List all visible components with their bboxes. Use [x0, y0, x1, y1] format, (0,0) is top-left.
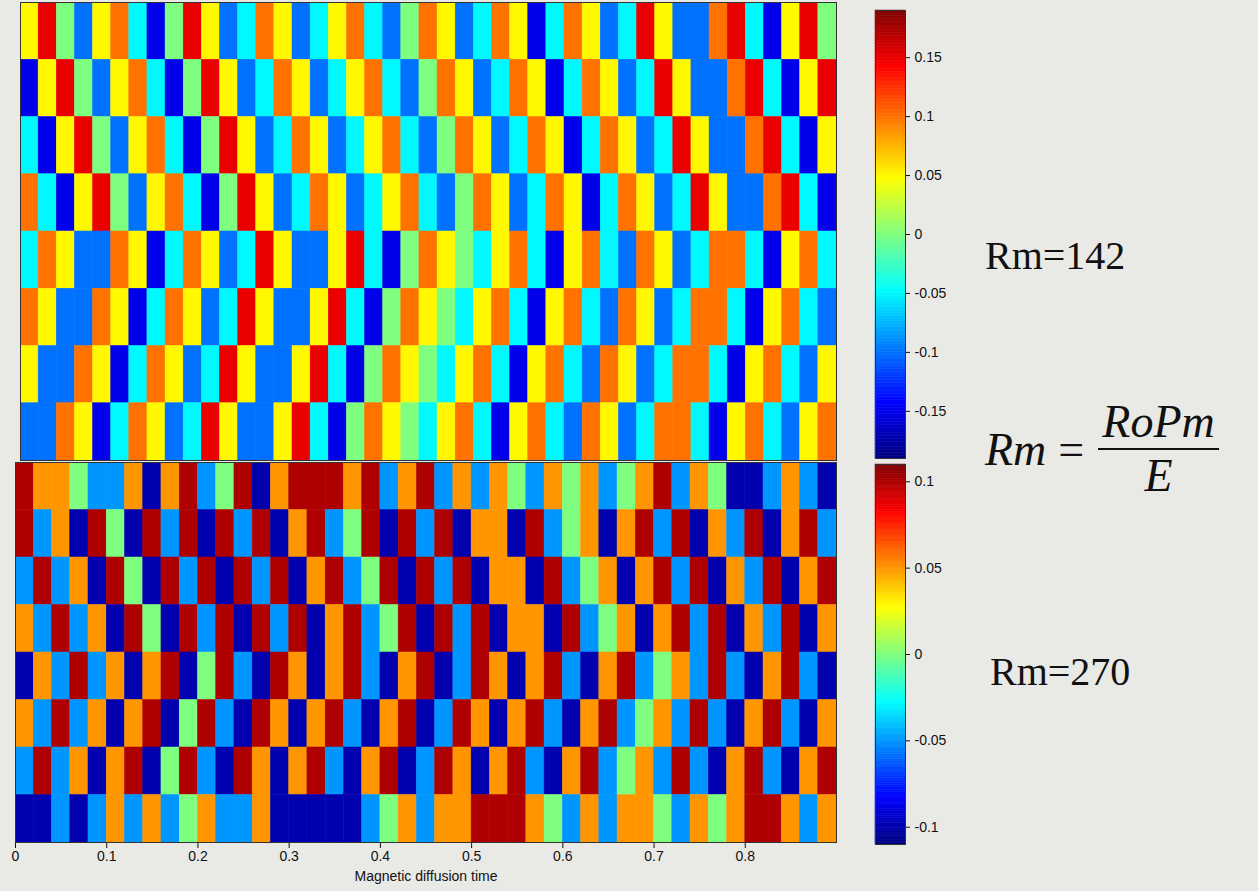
svg-text:0.1: 0.1: [915, 473, 935, 489]
svg-text:0.4: 0.4: [371, 848, 391, 864]
svg-text:0.05: 0.05: [915, 560, 942, 576]
svg-text:0.05: 0.05: [915, 167, 942, 183]
html-text:RoPm: RoPm: [1102, 396, 1215, 447]
html-text:Rm=142: Rm=142: [985, 233, 1126, 278]
svg-text:0.7: 0.7: [644, 848, 664, 864]
svg-text:0.3: 0.3: [279, 848, 299, 864]
svg-text:0.15: 0.15: [915, 49, 942, 65]
svg-text:0.8: 0.8: [736, 848, 756, 864]
svg-text:Magnetic diffusion time: Magnetic diffusion time: [355, 868, 498, 884]
svg-text:0: 0: [915, 646, 923, 662]
svg-text:-0.1: -0.1: [915, 819, 939, 835]
html-text:Rm=270: Rm=270: [990, 649, 1131, 694]
svg-text:0: 0: [12, 848, 20, 864]
svg-text:0.6: 0.6: [553, 848, 573, 864]
svg-text:0.1: 0.1: [97, 848, 117, 864]
svg-text:-0.05: -0.05: [915, 285, 947, 301]
svg-text:-0.1: -0.1: [915, 344, 939, 360]
svg-text:-0.15: -0.15: [915, 403, 947, 419]
svg-text:-0.05: -0.05: [915, 732, 947, 748]
html-text:E: E: [1144, 450, 1173, 502]
html-text:Rm =: Rm =: [985, 423, 1085, 475]
svg-text:0.2: 0.2: [188, 848, 208, 864]
svg-text:0: 0: [915, 226, 923, 242]
svg-text:0.1: 0.1: [915, 108, 935, 124]
svg-text:0.5: 0.5: [462, 848, 482, 864]
